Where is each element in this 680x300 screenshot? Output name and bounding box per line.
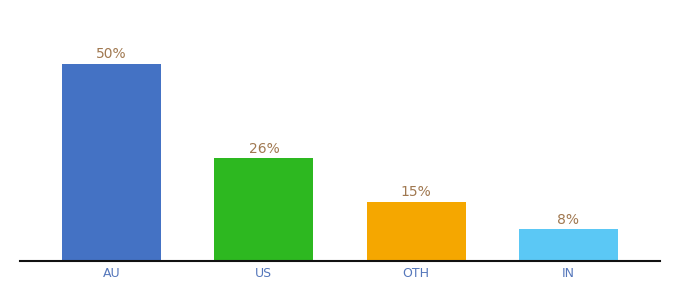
Text: 15%: 15%	[401, 185, 432, 199]
Bar	[214, 158, 313, 261]
Bar	[519, 230, 617, 261]
Bar	[367, 202, 466, 261]
Bar	[63, 64, 161, 261]
Text: 8%: 8%	[558, 213, 579, 226]
Text: 50%: 50%	[97, 47, 127, 61]
Text: 26%: 26%	[248, 142, 279, 155]
